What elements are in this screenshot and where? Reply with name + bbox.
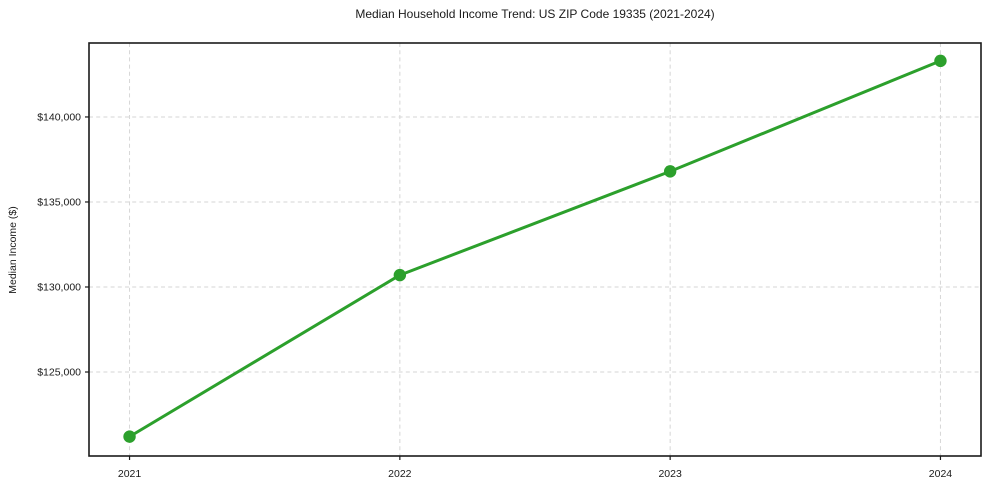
y-tick-label: $125,000 — [37, 367, 81, 379]
x-tick-label: 2021 — [118, 468, 142, 480]
plot-border — [88, 42, 982, 457]
data-point-marker — [934, 54, 947, 68]
data-point-marker — [393, 268, 407, 282]
chart-title: Median Household Income Trend: US ZIP Co… — [355, 7, 715, 21]
x-tick-label: 2024 — [929, 468, 953, 480]
x-tick-label: 2023 — [658, 468, 682, 480]
data-point-marker — [123, 430, 136, 443]
y-tick-label: $135,000 — [37, 197, 81, 209]
y-tick-label: $130,000 — [37, 282, 81, 294]
y-tick-label: $140,000 — [37, 112, 81, 124]
trend-line — [128, 59, 942, 438]
x-tick-label: 2022 — [388, 468, 412, 480]
data-point-marker — [663, 165, 677, 178]
